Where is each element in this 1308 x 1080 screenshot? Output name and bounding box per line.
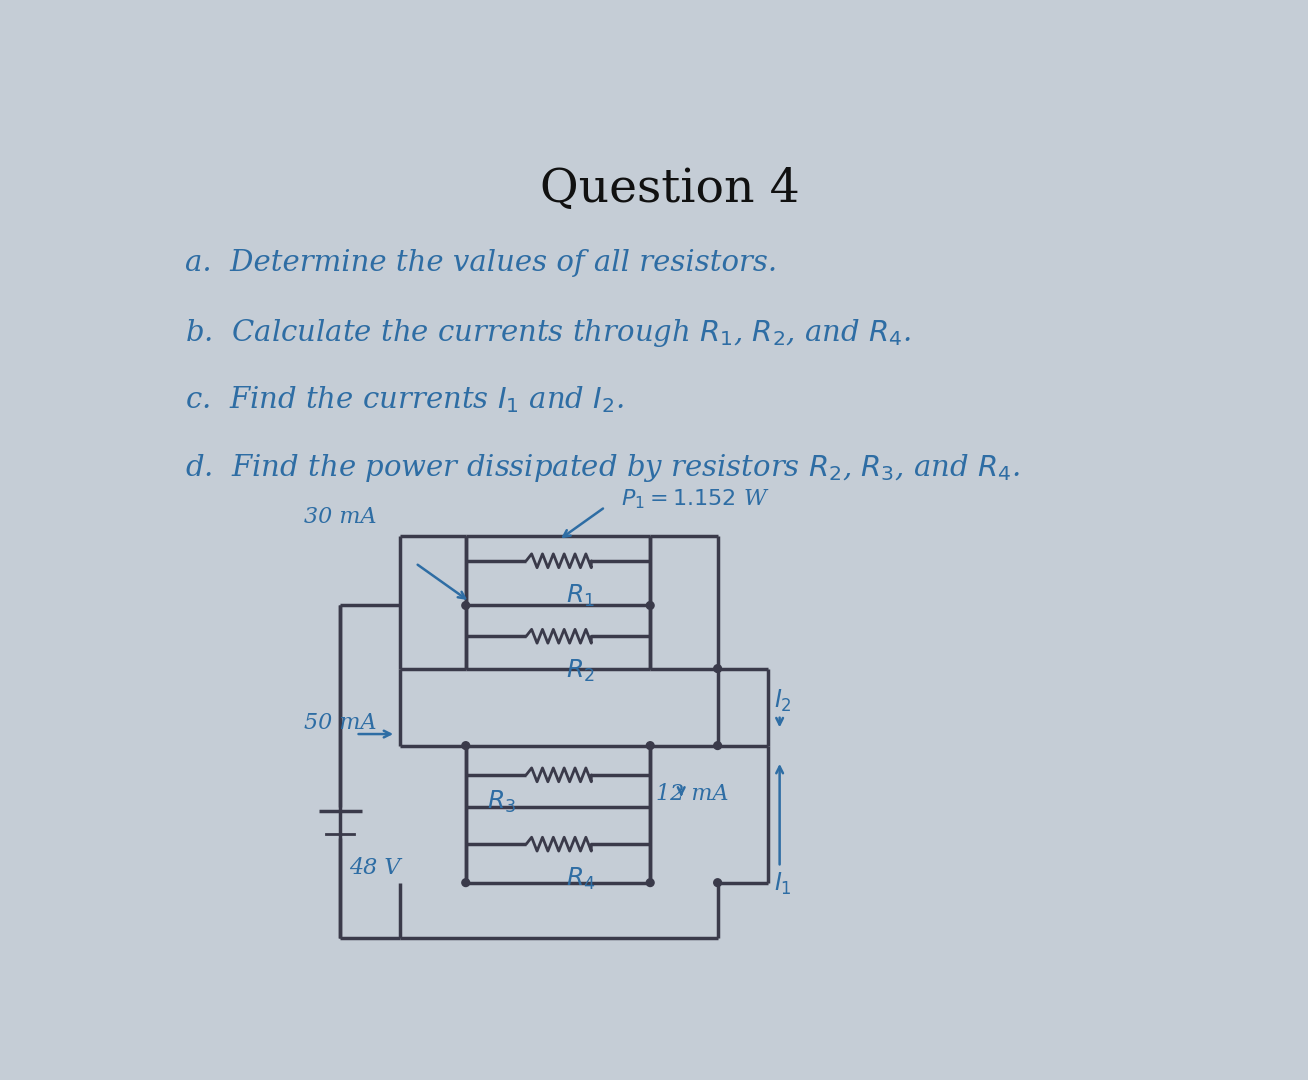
Text: $R_3$: $R_3$	[487, 788, 517, 815]
Text: $R_1$: $R_1$	[566, 582, 595, 608]
Circle shape	[462, 879, 470, 887]
Text: $I_2$: $I_2$	[774, 688, 793, 714]
Text: 12 mA: 12 mA	[657, 783, 729, 805]
Circle shape	[462, 742, 470, 750]
Circle shape	[462, 602, 470, 609]
Text: $R_4$: $R_4$	[566, 866, 596, 892]
Text: b.  Calculate the currents through $R_1$, $R_2$, and $R_4$.: b. Calculate the currents through $R_1$,…	[186, 316, 912, 349]
Circle shape	[646, 602, 654, 609]
Text: a.  Determine the values of all resistors.: a. Determine the values of all resistors…	[186, 249, 777, 276]
Text: Question 4: Question 4	[540, 166, 800, 212]
Circle shape	[714, 665, 722, 673]
Circle shape	[714, 742, 722, 750]
Text: 48 V: 48 V	[349, 858, 402, 879]
Circle shape	[646, 742, 654, 750]
Text: 30 mA: 30 mA	[303, 507, 377, 528]
Text: 50 mA: 50 mA	[303, 712, 377, 734]
Circle shape	[646, 879, 654, 887]
Text: d.  Find the power dissipated by resistors $R_2$, $R_3$, and $R_4$.: d. Find the power dissipated by resistor…	[186, 453, 1020, 484]
Text: $P_1 = 1.152$ W: $P_1 = 1.152$ W	[621, 487, 769, 511]
Circle shape	[714, 879, 722, 887]
Text: $I_1$: $I_1$	[774, 872, 793, 897]
Text: c.  Find the currents $I_1$ and $I_2$.: c. Find the currents $I_1$ and $I_2$.	[186, 384, 624, 416]
Text: $R_2$: $R_2$	[566, 658, 595, 684]
